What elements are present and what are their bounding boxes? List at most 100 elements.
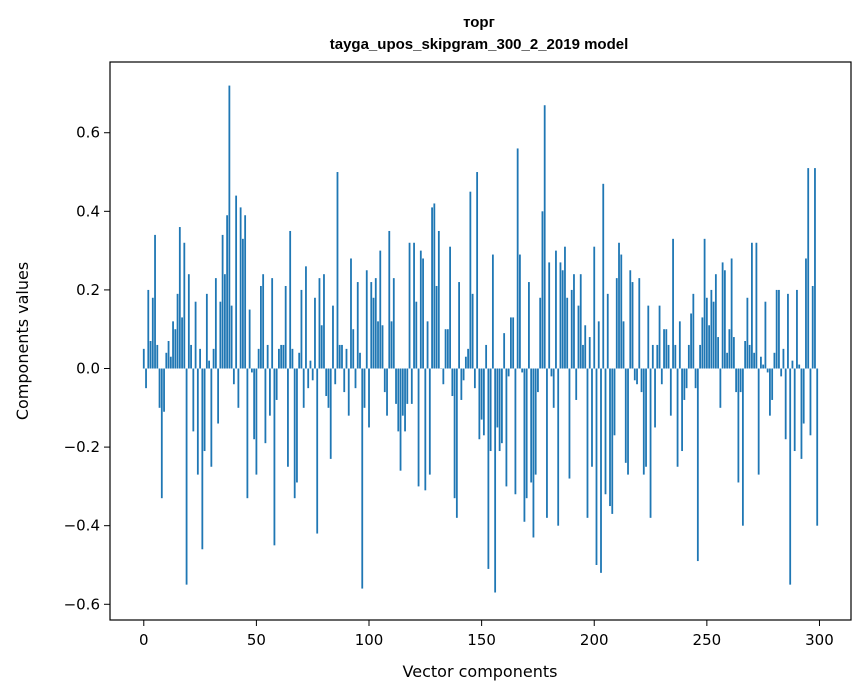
- bar: [728, 329, 731, 369]
- bar: [298, 352, 301, 369]
- bar: [638, 278, 641, 369]
- bar: [154, 234, 156, 369]
- bar: [316, 368, 319, 534]
- bar: [699, 344, 701, 369]
- bar: [203, 368, 206, 452]
- bar: [381, 325, 384, 369]
- bar: [658, 305, 661, 369]
- x-tick-label: 150: [467, 631, 496, 649]
- bar: [442, 368, 445, 385]
- bar: [428, 368, 431, 475]
- bar: [244, 215, 247, 369]
- chart-title: торг: [463, 14, 495, 31]
- bar: [237, 368, 240, 408]
- bar: [334, 368, 337, 385]
- bar: [636, 368, 638, 385]
- bar: [494, 368, 497, 593]
- bar: [323, 274, 325, 369]
- x-tick-label: 0: [139, 631, 149, 649]
- bar: [221, 234, 224, 369]
- bar: [374, 278, 377, 369]
- bar: [624, 368, 627, 463]
- bar: [187, 274, 190, 369]
- bar: [307, 368, 310, 389]
- bar: [226, 215, 229, 369]
- bar: [717, 337, 720, 369]
- bar: [769, 368, 771, 416]
- bar: [480, 368, 483, 420]
- bar: [145, 368, 147, 389]
- bar: [714, 274, 717, 369]
- bar: [260, 285, 262, 369]
- bar: [383, 368, 386, 393]
- bar: [681, 368, 683, 452]
- bar: [368, 368, 370, 428]
- bar: [771, 368, 774, 400]
- bar: [579, 274, 582, 369]
- y-axis-ticks: −0.6 −0.4 −0.2 0.0 0.2 0.4 0.6: [64, 124, 110, 613]
- bar: [696, 368, 699, 562]
- bar: [676, 368, 679, 467]
- bar: [501, 368, 503, 444]
- bar: [683, 368, 686, 400]
- bar: [784, 368, 787, 440]
- bar: [555, 250, 557, 369]
- bar: [692, 293, 695, 369]
- bar: [350, 258, 352, 369]
- bar: [570, 289, 573, 369]
- bar: [793, 368, 796, 452]
- bar: [314, 297, 316, 369]
- bar: [404, 368, 406, 432]
- bar: [528, 282, 530, 369]
- bar: [451, 368, 454, 397]
- bar: [327, 368, 330, 408]
- bar: [341, 344, 343, 369]
- bar: [181, 317, 183, 369]
- bar: [566, 297, 569, 369]
- bar: [667, 344, 670, 369]
- x-tick-label: 200: [580, 631, 609, 649]
- bar: [338, 344, 341, 369]
- bar: [246, 368, 249, 499]
- bar: [521, 368, 524, 373]
- bar: [816, 368, 819, 526]
- bar: [559, 262, 562, 369]
- bar: [719, 368, 722, 408]
- chart-subtitle: tayga_upos_skipgram_300_2_2019 model: [330, 36, 629, 53]
- bar: [435, 285, 438, 369]
- bar: [656, 344, 659, 369]
- bar: [649, 368, 652, 518]
- bar: [710, 289, 713, 369]
- bar: [257, 348, 260, 369]
- bar: [701, 317, 704, 369]
- bar: [230, 305, 233, 369]
- bar-series: [142, 85, 819, 593]
- bar: [354, 368, 357, 389]
- bar: [210, 368, 213, 467]
- bar: [289, 230, 292, 369]
- bar: [255, 368, 258, 475]
- bar: [744, 341, 747, 369]
- bar: [530, 368, 533, 483]
- bar: [437, 230, 440, 369]
- bar: [730, 258, 733, 369]
- bar: [678, 321, 681, 369]
- bar: [363, 368, 366, 408]
- bar: [325, 368, 328, 397]
- bar: [395, 368, 397, 404]
- bar: [498, 368, 501, 452]
- bar: [160, 368, 163, 499]
- bar: [778, 289, 780, 369]
- bar: [147, 289, 150, 369]
- bar: [194, 301, 197, 369]
- bar: [386, 368, 388, 416]
- bar: [462, 368, 465, 381]
- bar: [814, 168, 816, 369]
- bar: [469, 191, 472, 369]
- bar: [604, 368, 607, 495]
- bar: [523, 368, 526, 522]
- bar: [311, 368, 314, 381]
- y-tick-label: −0.4: [64, 517, 100, 535]
- bar: [318, 278, 321, 369]
- bar: [417, 368, 420, 487]
